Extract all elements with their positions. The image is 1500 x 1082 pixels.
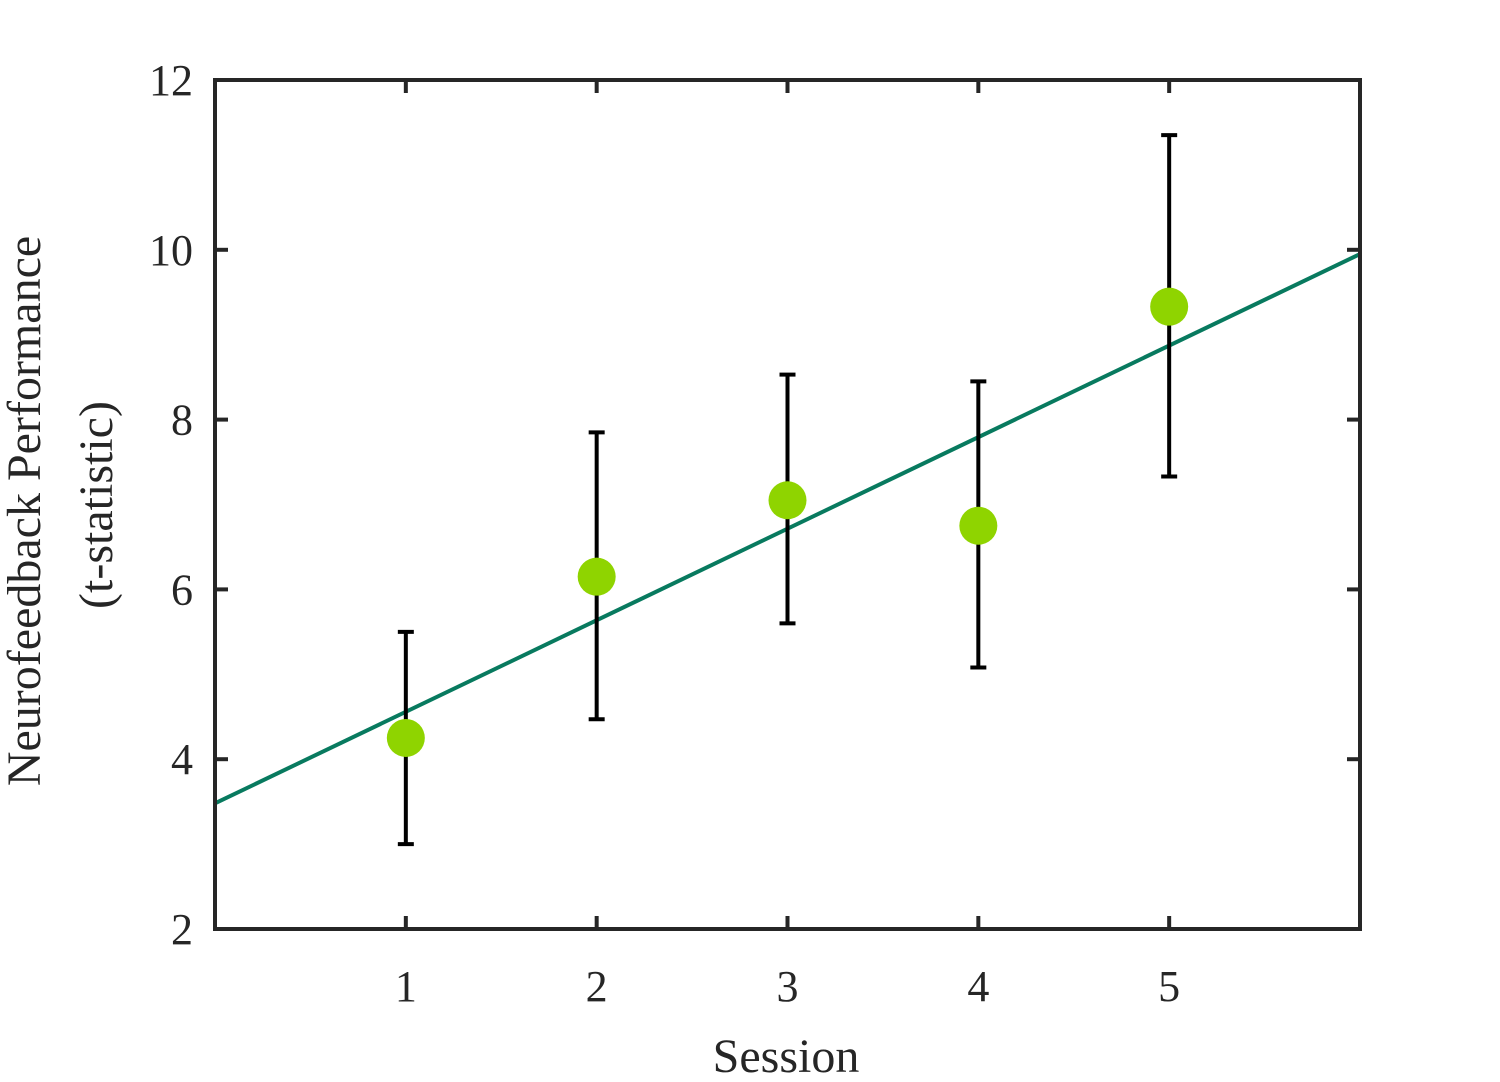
x-axis-label: Session — [713, 1030, 860, 1082]
y-axis-label-line-1: Neurofeedback Performance — [0, 236, 51, 786]
y-tick-label: 10 — [149, 226, 193, 275]
y-tick-label: 2 — [171, 905, 193, 954]
y-axis-label-line-2: (t-statistic) — [70, 401, 123, 609]
y-tick-label: 4 — [171, 735, 193, 784]
y-tick-label: 6 — [171, 565, 193, 614]
x-tick-label: 2 — [586, 962, 608, 1011]
y-axis-label: Neurofeedback Performance (t-statistic) — [0, 224, 123, 786]
data-point-session-3 — [768, 481, 807, 520]
data-point-session-2 — [577, 557, 616, 596]
x-tick-label: 5 — [1158, 962, 1180, 1011]
data-point-session-4 — [959, 506, 998, 545]
data-point-session-5 — [1150, 287, 1189, 326]
y-tick-label: 8 — [171, 396, 193, 445]
x-tick-label: 1 — [395, 962, 417, 1011]
x-tick-label: 4 — [967, 962, 989, 1011]
y-tick-label: 12 — [149, 56, 193, 105]
data-point-session-1 — [386, 718, 425, 757]
x-tick-label: 3 — [777, 962, 799, 1011]
